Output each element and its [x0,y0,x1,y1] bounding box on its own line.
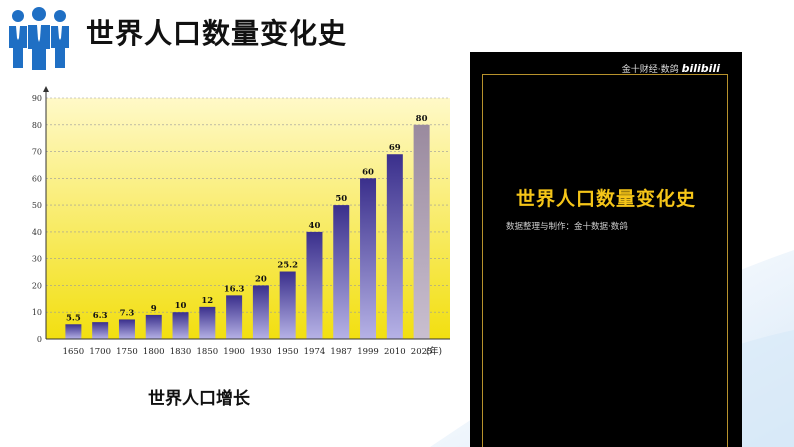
x-tick-label: 1999 [357,347,379,357]
x-tick-label: 1700 [89,347,111,357]
bar [279,271,296,339]
x-tick-label: 1987 [330,347,352,357]
y-tick-label: 80 [32,121,42,130]
data-label: 80 [416,114,428,124]
bar [118,319,135,339]
y-tick-label: 0 [37,335,42,344]
y-axis-arrow-icon [43,86,49,92]
plot-background [46,98,450,339]
data-label: 50 [335,194,347,204]
bar [413,124,430,340]
x-tick-label: 1800 [143,347,165,357]
title-bar: 世界人口数量变化史 [0,0,794,70]
data-label: 16.3 [224,284,245,294]
video-title: 世界人口数量变化史 [515,188,696,210]
bar [172,312,189,339]
data-label: 5.5 [66,313,81,323]
x-tick-label: 1950 [277,347,299,357]
bar [92,322,109,339]
bar [386,154,403,339]
data-label: 7.3 [120,308,135,318]
y-tick-label: 60 [32,174,42,183]
y-tick-label: 20 [32,281,42,290]
data-label: 25.2 [277,261,298,271]
y-tick-label: 50 [32,201,42,210]
video-thumbnail[interactable]: 金十财经·数鸽 bilibili 世界人口数量变化史 数据整理与制作：金十数据·数… [470,52,742,447]
x-tick-label: 2025 [411,347,433,357]
x-tick-label: 2010 [384,347,406,357]
bar [360,178,377,339]
bilibili-logo: bilibili [681,62,720,75]
bar [226,295,243,339]
bar [333,205,350,339]
y-tick-label: 40 [32,228,42,237]
x-tick-label: 1930 [250,347,272,357]
page-title: 世界人口数量变化史 [86,17,348,50]
x-tick-label: 1974 [304,347,326,357]
x-tick-label: 1850 [197,347,219,357]
x-tick-label: 1650 [63,347,85,357]
x-unit-label: (年) [426,345,442,357]
data-label: 20 [255,274,267,284]
x-tick-label: 1830 [170,347,192,357]
data-label: 69 [389,143,401,153]
chart-svg: 0 10 20 30 40 50 60 70 80 90 5.5 6.3 7.3 9 10 12 16.3 20… [32,86,450,357]
x-tick-label: 1750 [116,347,138,357]
y-tick-label: 90 [32,94,42,103]
y-tick-label: 70 [32,148,42,157]
data-label: 60 [362,167,374,177]
video-subtitle: 数据整理与制作：金十数据·数鸽 [506,222,628,232]
brand-text: 金十财经·数鸽 [621,65,679,75]
chart-caption: 世界人口增长 [148,389,250,409]
data-label: 9 [151,304,157,314]
data-label: 12 [201,296,213,306]
bar [199,306,216,339]
bar [145,314,162,339]
bar [65,324,82,339]
data-label: 40 [309,221,321,231]
brand-watermark: 金十财经·数鸽 bilibili [622,62,720,75]
bar [252,285,269,339]
data-label: 6.3 [93,311,108,321]
people-group-icon [9,7,69,70]
y-tick-label: 10 [32,308,42,317]
gold-frame [482,74,728,447]
bar [306,231,323,339]
data-label: 10 [175,301,187,311]
population-chart: 0 10 20 30 40 50 60 70 80 90 5.5 6.3 7.3 9 10 12 16.3 20… [20,84,450,366]
x-tick-label: 1900 [223,347,245,357]
y-tick-label: 30 [32,255,42,264]
